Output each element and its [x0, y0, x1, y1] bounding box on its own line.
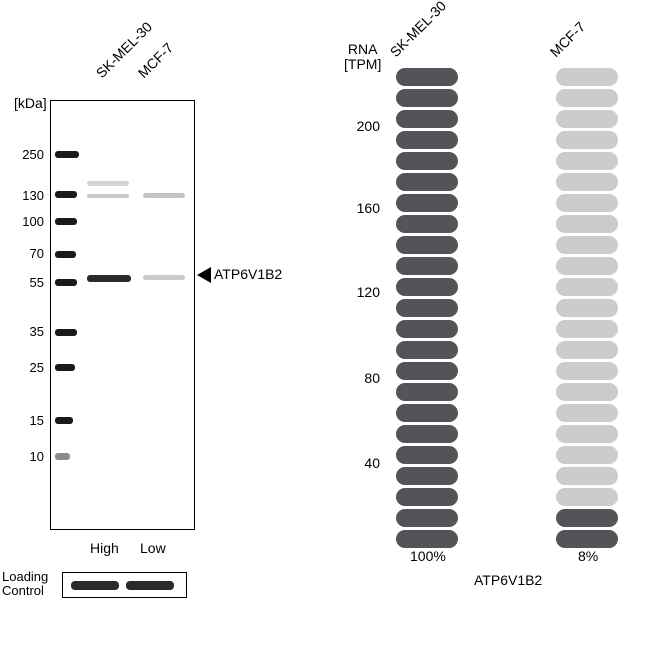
- rna-pill: [396, 173, 458, 191]
- rna-pill: [396, 236, 458, 254]
- sample-band: [87, 194, 129, 198]
- mw-tick: 100: [8, 214, 44, 229]
- rna-pill: [556, 320, 618, 338]
- rna-pill: [556, 257, 618, 275]
- rna-pill: [396, 89, 458, 107]
- rna-pill: [556, 131, 618, 149]
- rna-gene-label: ATP6V1B2: [474, 572, 542, 588]
- rna-tpm-panel: RNA[TPM] SK-MEL-30 MCF-7 200 160 120 80 40 1…: [310, 0, 650, 664]
- tpm-tick: 160: [340, 200, 380, 216]
- rna-pill: [556, 152, 618, 170]
- rna-pill: [396, 467, 458, 485]
- loading-control-band: [126, 581, 174, 590]
- western-blot-panel: [kDa] SK-MEL-30 MCF-7 250130100705535251…: [0, 0, 300, 664]
- ladder-band: [55, 417, 73, 424]
- expression-low-label: Low: [140, 540, 166, 556]
- rna-pill: [556, 89, 618, 107]
- rna-pill: [396, 320, 458, 338]
- rna-axis-label: RNA[TPM]: [344, 42, 381, 73]
- rna-pill: [556, 509, 618, 527]
- loading-control-blot: [62, 572, 187, 598]
- rna-pill: [396, 488, 458, 506]
- rna-pill: [396, 341, 458, 359]
- rna-pill: [556, 530, 618, 548]
- rna-pill: [396, 383, 458, 401]
- loading-control-band: [71, 581, 119, 590]
- rna-pill: [396, 509, 458, 527]
- rna-pill: [556, 362, 618, 380]
- figure-container: [kDa] SK-MEL-30 MCF-7 250 130 100 70 55 35 25 1…: [0, 0, 650, 664]
- sample-band: [143, 193, 185, 198]
- rna-pill: [396, 299, 458, 317]
- rna-pill: [556, 68, 618, 86]
- rna-pill: [396, 68, 458, 86]
- rna-pill: [556, 173, 618, 191]
- tpm-tick: 120: [340, 284, 380, 300]
- rna-pill: [396, 110, 458, 128]
- rna-pill: [396, 362, 458, 380]
- rna-pill: [396, 278, 458, 296]
- ladder-band: [55, 218, 77, 225]
- ladder-band: [55, 364, 75, 371]
- rna-pill: [556, 278, 618, 296]
- rna-pill: [556, 488, 618, 506]
- mw-tick: 70: [8, 246, 44, 261]
- ladder-band: [55, 329, 77, 336]
- rna-pill: [556, 467, 618, 485]
- rna-pill: [556, 404, 618, 422]
- western-blot-image: [50, 100, 195, 530]
- tpm-tick: 80: [340, 370, 380, 386]
- rna-pill: [396, 131, 458, 149]
- rna-pill-stack-2: [556, 68, 618, 551]
- rna-pill: [556, 194, 618, 212]
- ladder-band: [55, 453, 70, 460]
- mw-tick: 55: [8, 275, 44, 290]
- sample-band: [87, 181, 129, 186]
- rna-pill: [556, 446, 618, 464]
- rna-pill: [396, 404, 458, 422]
- rna-sample-label-1: SK-MEL-30: [387, 0, 449, 60]
- rna-pill: [396, 194, 458, 212]
- rna-pill: [556, 110, 618, 128]
- target-protein-label: ATP6V1B2: [214, 266, 282, 282]
- rna-pill: [556, 341, 618, 359]
- rna-percent-1: 100%: [410, 548, 446, 564]
- rna-pill-stack-1: [396, 68, 458, 551]
- tpm-tick: 40: [340, 455, 380, 471]
- rna-pill: [396, 446, 458, 464]
- tpm-tick: 200: [340, 118, 380, 134]
- rna-sample-label-2: MCF-7: [547, 18, 589, 60]
- mw-tick: 10: [8, 449, 44, 464]
- mw-tick: 250: [8, 147, 44, 162]
- rna-pill: [396, 425, 458, 443]
- mw-tick: 35: [8, 324, 44, 339]
- ladder-band: [55, 279, 77, 286]
- rna-pill: [396, 257, 458, 275]
- mw-tick: 130: [8, 188, 44, 203]
- rna-pill: [556, 425, 618, 443]
- sample-band: [87, 275, 131, 282]
- mw-tick: 25: [8, 360, 44, 375]
- rna-pill: [396, 530, 458, 548]
- kda-axis-label: [kDa]: [14, 95, 47, 111]
- target-arrow-icon: [197, 267, 211, 283]
- ladder-band: [55, 251, 76, 258]
- ladder-band: [55, 151, 79, 158]
- rna-pill: [396, 152, 458, 170]
- rna-percent-2: 8%: [578, 548, 598, 564]
- expression-high-label: High: [90, 540, 119, 556]
- wb-sample-label-2: MCF-7: [135, 39, 177, 81]
- rna-pill: [556, 236, 618, 254]
- ladder-band: [55, 191, 77, 198]
- rna-pill: [556, 215, 618, 233]
- sample-band: [143, 275, 185, 280]
- rna-pill: [556, 383, 618, 401]
- rna-pill: [396, 215, 458, 233]
- rna-pill: [556, 299, 618, 317]
- mw-tick: 15: [8, 413, 44, 428]
- loading-control-label: LoadingControl: [2, 570, 48, 599]
